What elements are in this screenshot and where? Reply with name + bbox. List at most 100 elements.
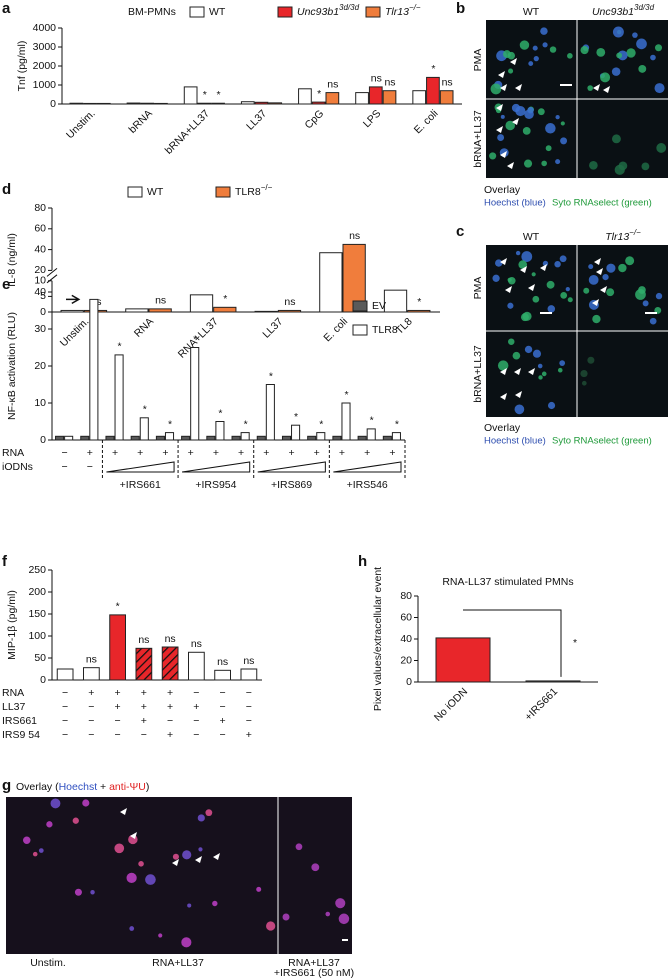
y-tick-label: 100 <box>28 630 46 642</box>
stain-label: Hoechst (blue) <box>484 436 546 447</box>
condition-value: + <box>339 447 345 459</box>
cell <box>256 886 262 892</box>
arrowhead <box>500 84 507 91</box>
significance-bracket <box>463 609 562 677</box>
legend-label: TLR8−/− <box>235 183 273 198</box>
cell <box>503 50 511 59</box>
bar <box>130 435 140 441</box>
bar <box>368 86 383 105</box>
significance-label: ns <box>327 78 338 90</box>
arrowhead <box>498 71 505 78</box>
arrowhead <box>510 58 517 65</box>
label-sup: −/− <box>629 228 641 237</box>
cell <box>588 264 594 270</box>
cell <box>537 108 545 116</box>
significance-label: * <box>116 601 120 613</box>
title-part: anti-ΨU <box>109 781 146 793</box>
bar <box>181 435 191 441</box>
significance-label: ns <box>384 76 395 88</box>
arrowhead <box>594 258 601 265</box>
arrowhead <box>593 84 600 91</box>
condition-label: IRS661 <box>2 715 37 727</box>
bar <box>197 102 212 105</box>
arrowhead <box>120 808 127 815</box>
bar <box>148 308 172 313</box>
significance-label: ns <box>243 655 254 667</box>
legend-sup: 3d/3d <box>339 3 360 12</box>
cell <box>611 134 621 144</box>
column-label: WT <box>523 231 540 243</box>
cell <box>567 53 573 59</box>
condition-label: RNA <box>2 447 24 459</box>
condition-value: + <box>213 447 219 459</box>
significance-label: * <box>193 333 197 345</box>
x-tick-label: E. coli <box>412 108 441 137</box>
cell <box>489 152 497 160</box>
cell <box>632 32 638 38</box>
y-tick-label: 20 <box>34 264 46 276</box>
y-axis-label: IL-8 (ng/ml) <box>6 233 18 287</box>
cell <box>508 338 515 345</box>
arrowhead <box>515 391 522 398</box>
significance-label: * <box>417 296 421 308</box>
bar <box>114 354 124 441</box>
cell <box>626 48 636 58</box>
bar <box>64 435 74 441</box>
y-tick-label: 150 <box>28 608 46 620</box>
x-tick-label: E. coli <box>321 316 350 345</box>
row-label: PMA <box>472 277 484 300</box>
y-tick-label: 40 <box>34 286 46 298</box>
bar <box>154 102 168 105</box>
cell <box>532 349 542 358</box>
cell <box>497 134 505 142</box>
legend-name: TLR8 <box>372 324 398 336</box>
condition-value: − <box>115 729 121 741</box>
image-label: Unstim. <box>30 957 66 969</box>
legend-label: EV <box>372 300 386 312</box>
bar <box>435 637 491 683</box>
bar <box>240 432 250 441</box>
cell <box>520 313 529 322</box>
bar <box>412 90 427 105</box>
cell <box>508 68 514 74</box>
cell <box>74 888 82 896</box>
legend-swatch <box>277 6 293 18</box>
cell <box>197 814 205 822</box>
cell <box>282 913 290 921</box>
cell <box>50 798 61 809</box>
arrowhead <box>528 284 535 291</box>
cell <box>554 260 561 268</box>
axis-break <box>46 268 58 277</box>
arrowhead <box>540 264 547 271</box>
y-tick-label: 1000 <box>33 79 57 91</box>
condition-value: + <box>167 729 173 741</box>
cell <box>181 937 192 948</box>
stain-label: Hoechst (blue) <box>484 198 546 209</box>
stain-label: Syto RNAselect (green) <box>552 198 652 209</box>
legend-label: TLR8 <box>372 324 398 336</box>
cell <box>581 380 587 386</box>
cell <box>542 260 549 267</box>
bar <box>316 432 326 441</box>
bar <box>256 435 266 441</box>
cell <box>583 287 590 294</box>
condition-value: − <box>220 687 226 699</box>
cell <box>656 143 667 153</box>
cell <box>625 256 635 266</box>
cell <box>114 843 125 854</box>
cell <box>198 847 203 852</box>
cell <box>537 363 543 369</box>
condition-value: + <box>141 715 147 727</box>
bar <box>311 101 326 105</box>
bar <box>140 102 155 105</box>
arrowhead <box>172 859 179 866</box>
significance-label: * <box>143 404 147 416</box>
bar <box>89 298 99 441</box>
cell <box>636 38 647 50</box>
y-tick-label: 0 <box>406 676 412 688</box>
cell <box>505 120 515 131</box>
bar <box>240 101 255 105</box>
cell <box>295 843 303 851</box>
bar <box>277 309 302 313</box>
y-tick-label: 20 <box>34 360 46 372</box>
